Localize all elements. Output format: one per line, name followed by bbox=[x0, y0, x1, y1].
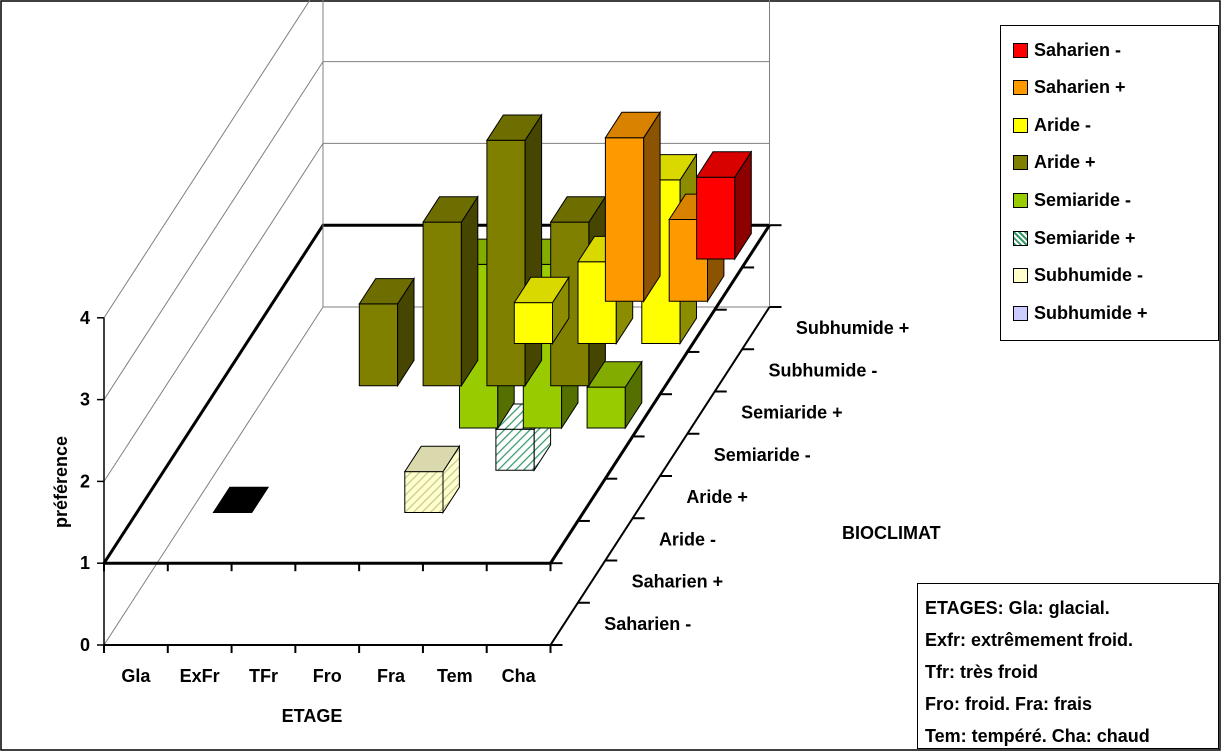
bar-top bbox=[422, 196, 479, 223]
z-tick-label: Aride + bbox=[686, 487, 748, 507]
x-tick-label: Tem bbox=[437, 666, 473, 686]
x-tick-label: Fra bbox=[377, 666, 406, 686]
note-line: ETAGES: Gla: glacial. bbox=[925, 598, 1110, 618]
y-tick-label: 3 bbox=[80, 390, 90, 410]
z-tick-label: Saharien - bbox=[604, 614, 691, 634]
bar-front bbox=[358, 303, 399, 387]
legend-swatch bbox=[1013, 117, 1028, 133]
x-tick-label: TFr bbox=[249, 666, 278, 686]
etage-abbreviation-note: ETAGES: Gla: glacial. Exfr: extrêmement … bbox=[917, 583, 1219, 749]
bar-side bbox=[524, 113, 543, 388]
legend-item: Aride + bbox=[1013, 151, 1096, 175]
bar-front bbox=[495, 428, 535, 471]
legend-item: Aride - bbox=[1013, 113, 1091, 137]
legend-swatch bbox=[1013, 268, 1028, 284]
legend-swatch bbox=[1013, 192, 1028, 208]
y-tick-label: 1 bbox=[80, 553, 90, 573]
legend-item: Subhumide + bbox=[1013, 301, 1148, 325]
legend-swatch bbox=[1013, 230, 1028, 246]
bar-top bbox=[513, 276, 570, 304]
bar-top bbox=[212, 486, 270, 513]
bar-saharien-cha bbox=[695, 150, 753, 261]
bar-aride-tfr bbox=[358, 276, 415, 388]
bar-aride-fra bbox=[485, 113, 543, 388]
note-line: Fro: froid. Fra: frais bbox=[925, 694, 1093, 714]
x-axis-title: ETAGE bbox=[282, 706, 343, 726]
legend-swatch bbox=[1013, 42, 1028, 58]
bar-side bbox=[460, 195, 479, 388]
x-tick-label: ExFr bbox=[180, 666, 220, 686]
legend-label: Semiaride - bbox=[1034, 189, 1132, 210]
legend-label: Subhumide + bbox=[1034, 302, 1148, 323]
z-tick-label: Subhumide - bbox=[768, 360, 877, 380]
y-tick-label: 0 bbox=[80, 635, 90, 655]
x-tick-label: Fro bbox=[313, 666, 342, 686]
bar-front bbox=[586, 386, 626, 429]
legend: Saharien - Saharien + Aride - Aride + Semiar… bbox=[1000, 25, 1219, 341]
legend-swatch bbox=[1013, 305, 1028, 321]
legend-label: Semiaride + bbox=[1034, 227, 1136, 248]
bar-front bbox=[604, 137, 645, 302]
legend-item: Saharien - bbox=[1013, 38, 1121, 62]
z-tick-label: Semiaride + bbox=[741, 403, 843, 423]
legend-item: Semiaride - bbox=[1013, 188, 1131, 212]
z-tick-label: Semiaride - bbox=[714, 445, 811, 465]
bars bbox=[212, 110, 753, 515]
bar-aride-fra bbox=[513, 275, 570, 346]
bar-top bbox=[485, 114, 543, 141]
bar-front bbox=[696, 176, 736, 260]
x-tick-label: Cha bbox=[502, 666, 537, 686]
legend-item: Subhumide - bbox=[1013, 264, 1143, 288]
y-tick-label: 2 bbox=[80, 471, 90, 491]
bar-top bbox=[403, 445, 461, 473]
bar-top bbox=[604, 111, 662, 139]
legend-item: Semiaride + bbox=[1013, 226, 1136, 250]
y-tick-label: 4 bbox=[80, 308, 90, 328]
bar-aride-fro bbox=[422, 195, 479, 388]
bar-top bbox=[358, 278, 415, 305]
bar-saharien-tem bbox=[604, 110, 662, 303]
legend-label: Saharien + bbox=[1034, 77, 1126, 98]
gridline bbox=[103, 0, 311, 319]
bar-top bbox=[695, 151, 753, 178]
bar-front bbox=[404, 471, 444, 513]
legend-label: Saharien - bbox=[1034, 39, 1122, 60]
bar-front bbox=[422, 221, 462, 387]
legend-item: Saharien + bbox=[1013, 76, 1126, 100]
y-axis-title: préférence bbox=[51, 436, 71, 528]
bar-front bbox=[513, 302, 553, 344]
x-tick-label: Gla bbox=[121, 666, 151, 686]
legend-label: Aride - bbox=[1034, 114, 1092, 135]
z-tick-label: Subhumide + bbox=[796, 318, 910, 338]
bar-front bbox=[486, 139, 526, 387]
note-line: Tfr: très froid bbox=[925, 662, 1039, 682]
legend-swatch bbox=[1013, 80, 1028, 96]
note-line: Exfr: extrêmement froid. bbox=[925, 630, 1134, 650]
legend-label: Aride + bbox=[1034, 152, 1096, 173]
z-tick-label: Saharien + bbox=[632, 572, 724, 592]
legend-label: Subhumide - bbox=[1034, 265, 1143, 286]
bar-subhumide-exfr bbox=[212, 486, 270, 513]
bar-subhumide-fra bbox=[403, 444, 461, 515]
note-line: Tem: tempéré. Cha: chaud bbox=[925, 726, 1150, 746]
bar-side bbox=[643, 110, 661, 303]
z-tick-label: Aride - bbox=[659, 529, 716, 549]
legend-swatch bbox=[1013, 155, 1028, 171]
z-axis-title: BIOCLIMAT bbox=[842, 523, 941, 543]
